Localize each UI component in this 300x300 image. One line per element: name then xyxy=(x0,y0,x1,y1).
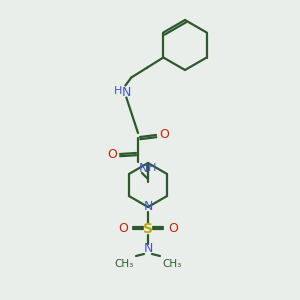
Text: N: N xyxy=(143,242,153,256)
Text: S: S xyxy=(143,222,153,236)
Text: CH₃: CH₃ xyxy=(162,259,182,269)
Text: N: N xyxy=(138,161,148,175)
Text: O: O xyxy=(118,223,128,236)
Text: H: H xyxy=(114,86,122,97)
Text: O: O xyxy=(168,223,178,236)
Text: N: N xyxy=(122,86,131,99)
Text: O: O xyxy=(107,148,117,160)
Text: N: N xyxy=(143,200,153,214)
Text: O: O xyxy=(159,128,169,142)
Text: H: H xyxy=(148,163,156,173)
Text: CH₃: CH₃ xyxy=(114,259,134,269)
